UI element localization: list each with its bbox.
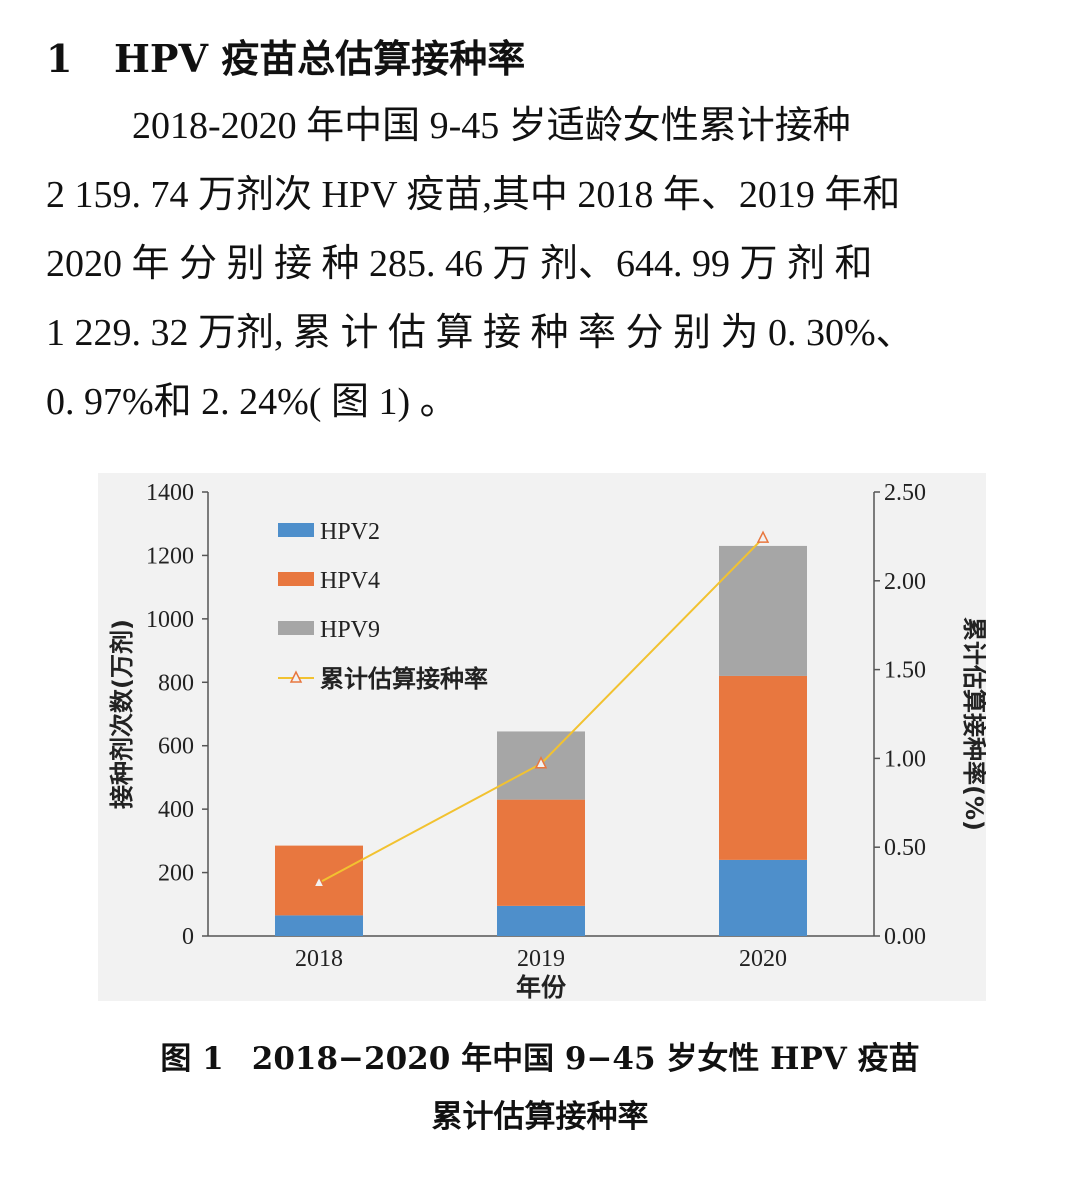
line-marker <box>312 875 326 888</box>
y-axis-title-right: 累计估算接种率(%) <box>960 617 986 831</box>
bar-hpv9-2020 <box>719 545 807 676</box>
body-line: 1 229. 32 万剂, 累 计 估 算 接 种 率 分 别 为 0. 30%… <box>46 312 914 354</box>
caption-line-2: 累计估算接种率 <box>431 1099 649 1135</box>
y-tick-label-left: 1200 <box>146 543 194 569</box>
section-title: HPV 疫苗总估算接种率 <box>114 36 526 81</box>
legend-label: HPV2 <box>320 519 380 545</box>
caption-line-1: 2018−2020 年中国 9−45 岁女性 HPV 疫苗 <box>251 1041 920 1077</box>
y-tick-label-left: 1000 <box>146 607 194 633</box>
chart-svg: 0 200 400 600 800 1000 1200 1400 0.00 0.50 1.00 1.5… <box>108 480 986 1001</box>
y-tick-label-left: 600 <box>158 734 194 760</box>
y-tick-label-right: 1.50 <box>884 658 926 684</box>
x-tick-label: 2018 <box>295 946 343 972</box>
bar-hpv2-2018 <box>275 915 363 936</box>
caption-label: 图 1 <box>160 1041 224 1077</box>
legend-swatch-hpv9 <box>278 621 314 635</box>
body-line: 2018-2020 年中国 9-45 岁适龄女性累计接种 <box>132 105 851 147</box>
legend-swatch-hpv4 <box>278 572 314 586</box>
y-tick-label-right: 2.00 <box>884 569 926 595</box>
y-tick-label-right: 0.00 <box>884 924 926 950</box>
y-tick-label-right: 2.50 <box>884 480 926 506</box>
section-heading: 1 HPV 疫苗总估算接种率 <box>46 28 525 83</box>
legend-label: 累计估算接种率 <box>320 665 488 693</box>
section-number: 1 <box>46 36 73 81</box>
x-tick-label: 2019 <box>517 946 565 972</box>
bar-hpv4-2020 <box>719 675 807 860</box>
figure-caption: 图 1 2018−2020 年中国 9−45 岁女性 HPV 疫苗 累计估算接种率 <box>0 1030 1080 1146</box>
figure-chart: 0 200 400 600 800 1000 1200 1400 0.00 0.50 1.00 1.5… <box>98 473 986 1001</box>
body-line: 0. 97%和 2. 24%( 图 1) 。 <box>46 381 458 423</box>
y-tick-label-left: 800 <box>158 670 194 696</box>
line-marker <box>756 530 770 543</box>
y-tick-label-left: 0 <box>182 924 194 950</box>
y-tick-label-left: 200 <box>158 861 194 887</box>
x-tick-label: 2020 <box>739 946 787 972</box>
body-paragraph: 2018-2020 年中国 9-45 岁适龄女性累计接种 2 159. 74 万… <box>46 92 1032 437</box>
x-axis-title: 年份 <box>516 973 566 1001</box>
y-tick-label-right: 0.50 <box>884 835 926 861</box>
y-tick-label-right: 1.00 <box>884 746 926 772</box>
y-axis-title-left: 接种剂次数(万剂) <box>108 619 136 809</box>
legend-swatch-hpv2 <box>278 523 314 537</box>
legend-label: HPV9 <box>320 617 380 643</box>
y-tick-label-left: 400 <box>158 797 194 823</box>
bar-hpv4-2019 <box>497 799 585 906</box>
bar-hpv2-2020 <box>719 859 807 936</box>
legend-label: HPV4 <box>320 568 380 594</box>
body-line: 2020 年 分 别 接 种 285. 46 万 剂、644. 99 万 剂 和 <box>46 243 873 285</box>
line-marker <box>534 756 548 769</box>
y-tick-label-left: 1400 <box>146 480 194 506</box>
legend-line-marker <box>289 670 303 683</box>
bar-hpv2-2019 <box>497 905 585 936</box>
body-line: 2 159. 74 万剂次 HPV 疫苗,其中 2018 年、2019 年和 <box>46 174 901 216</box>
